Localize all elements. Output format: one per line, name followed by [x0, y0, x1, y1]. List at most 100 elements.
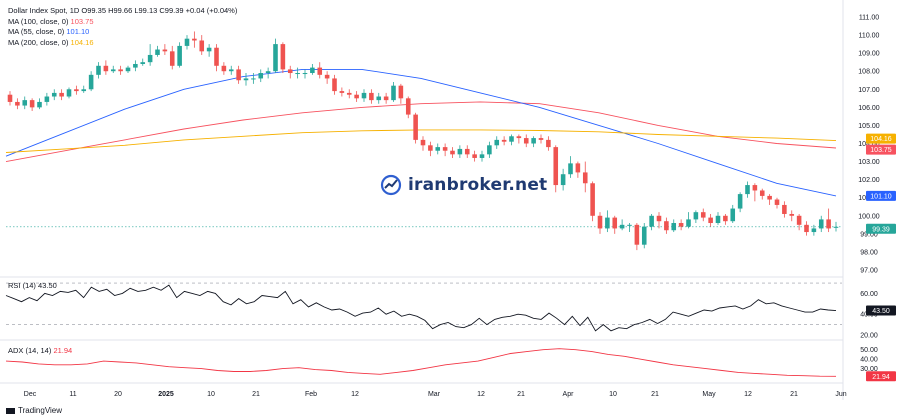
price-marker-label: 101.10	[870, 193, 892, 200]
rsi-label: RSI (14)	[8, 281, 36, 290]
price-marker	[866, 223, 896, 234]
candle-body	[693, 212, 699, 220]
candle-body	[789, 213, 795, 216]
candle-body	[464, 148, 470, 155]
adx-current-value: 21.94	[53, 346, 73, 355]
candle-body	[759, 190, 765, 196]
ma-line-2	[5, 129, 837, 153]
candle-body	[125, 67, 131, 72]
candle-body	[686, 219, 691, 227]
grid	[0, 0, 844, 400]
price-tick-label: 97.00	[860, 268, 878, 275]
time-tick-label: 12	[351, 391, 359, 398]
moving-average-lines	[5, 68, 837, 197]
time-tick-label: Jun	[835, 391, 846, 398]
price-axis[interactable]: 111.00 110.00 109.00 108.00 107.00 106.00 105.…	[858, 15, 896, 275]
price-tick-label: 105.00	[858, 123, 880, 130]
candle-body	[826, 219, 831, 229]
candle-body	[708, 217, 713, 224]
candle-body	[597, 215, 603, 229]
price-marker	[866, 133, 896, 144]
candle-body	[435, 147, 441, 151]
candle-body	[361, 92, 367, 99]
candle-body	[88, 74, 94, 90]
candle-body	[811, 228, 817, 233]
adx-legend[interactable]: ADX (14, 14) 21.94	[8, 346, 72, 355]
candle-body	[155, 49, 160, 55]
time-tick-label: Feb	[305, 391, 317, 398]
candle-body	[324, 74, 330, 79]
tradingview-logo[interactable]: TradingView	[6, 406, 62, 415]
candle-body	[619, 224, 625, 229]
candle-body	[472, 154, 477, 158]
legend-symbol-row[interactable]: Dollar Index Spot, 1D O99.35 H99.66 L99.…	[8, 6, 237, 17]
rsi-value-marker	[866, 305, 896, 316]
price-tick-label: 110.00	[859, 33, 880, 40]
candle-body	[140, 62, 146, 64]
candle-body	[796, 215, 802, 225]
candle-body	[538, 138, 544, 140]
time-tick-label: 10	[609, 391, 617, 398]
candle-body	[243, 78, 249, 81]
time-tick-label: Mar	[428, 391, 441, 398]
candle-body	[251, 78, 256, 80]
candle-body	[582, 172, 588, 184]
candle-body	[627, 224, 632, 226]
candle-body	[450, 150, 455, 155]
rsi-current-value: 43.50	[38, 281, 57, 290]
time-tick-label: 11	[69, 391, 76, 398]
legend-ma200[interactable]: MA (200, close, 0) 104.16	[8, 38, 237, 49]
watermark-logo-icon	[380, 174, 402, 196]
candle-body	[287, 69, 293, 74]
candle-body	[531, 138, 536, 144]
candle-body	[479, 154, 485, 158]
candle-body	[664, 221, 669, 231]
legend-ma100[interactable]: MA (100, close, 0) 103.75	[8, 17, 237, 28]
candle-body	[177, 45, 182, 66]
rsi-legend[interactable]: RSI (14) 43.50	[8, 281, 57, 290]
candle-body	[737, 194, 743, 209]
candle-body	[51, 92, 57, 97]
tradingview-text: TradingView	[18, 406, 63, 415]
candle-body	[428, 145, 433, 151]
symbol-title: Dollar Index Spot, 1D	[8, 6, 80, 15]
candle-body	[818, 219, 824, 229]
candle-body	[110, 69, 116, 72]
candle-body	[752, 185, 758, 191]
candle-body	[560, 174, 566, 186]
candle-body	[29, 100, 35, 108]
price-tick-label: 102.00	[858, 177, 880, 184]
price-tick-label: 106.00	[858, 105, 880, 112]
rsi-tick-label: 60.00	[860, 291, 878, 298]
price-tick-label: 111.00	[859, 15, 879, 22]
adx-value-marker-label: 21.94	[872, 374, 890, 381]
candle-body	[74, 89, 79, 92]
candle-body	[369, 92, 374, 101]
candle-body	[258, 73, 264, 79]
legend-ma55[interactable]: MA (55, close, 0) 101.10	[8, 27, 237, 38]
candle-body	[103, 65, 109, 72]
candle-body	[133, 63, 138, 68]
candle-body	[310, 67, 315, 74]
price-marker-label: 104.16	[870, 136, 892, 143]
adx-line	[5, 348, 837, 377]
candle-body	[192, 38, 197, 41]
candle-body	[354, 94, 359, 99]
candle-body	[66, 89, 72, 97]
time-tick-label: Dec	[24, 391, 37, 398]
candle-body	[656, 215, 662, 222]
candle-body	[332, 78, 337, 92]
price-tick-label: 100.00	[858, 213, 880, 220]
candle-body	[568, 163, 573, 175]
time-axis[interactable]: Dec 11 20 2025 10 21 Feb 12 Mar 12 21 Apr 10 21 May 12 2…	[24, 391, 847, 398]
price-tick-label: 107.00	[858, 87, 880, 94]
candle-body	[15, 101, 20, 106]
candle-body	[383, 96, 389, 101]
candle-body	[81, 89, 87, 92]
candle-body	[280, 44, 286, 70]
candle-body	[605, 217, 610, 229]
time-tick-label: 21	[651, 391, 659, 398]
